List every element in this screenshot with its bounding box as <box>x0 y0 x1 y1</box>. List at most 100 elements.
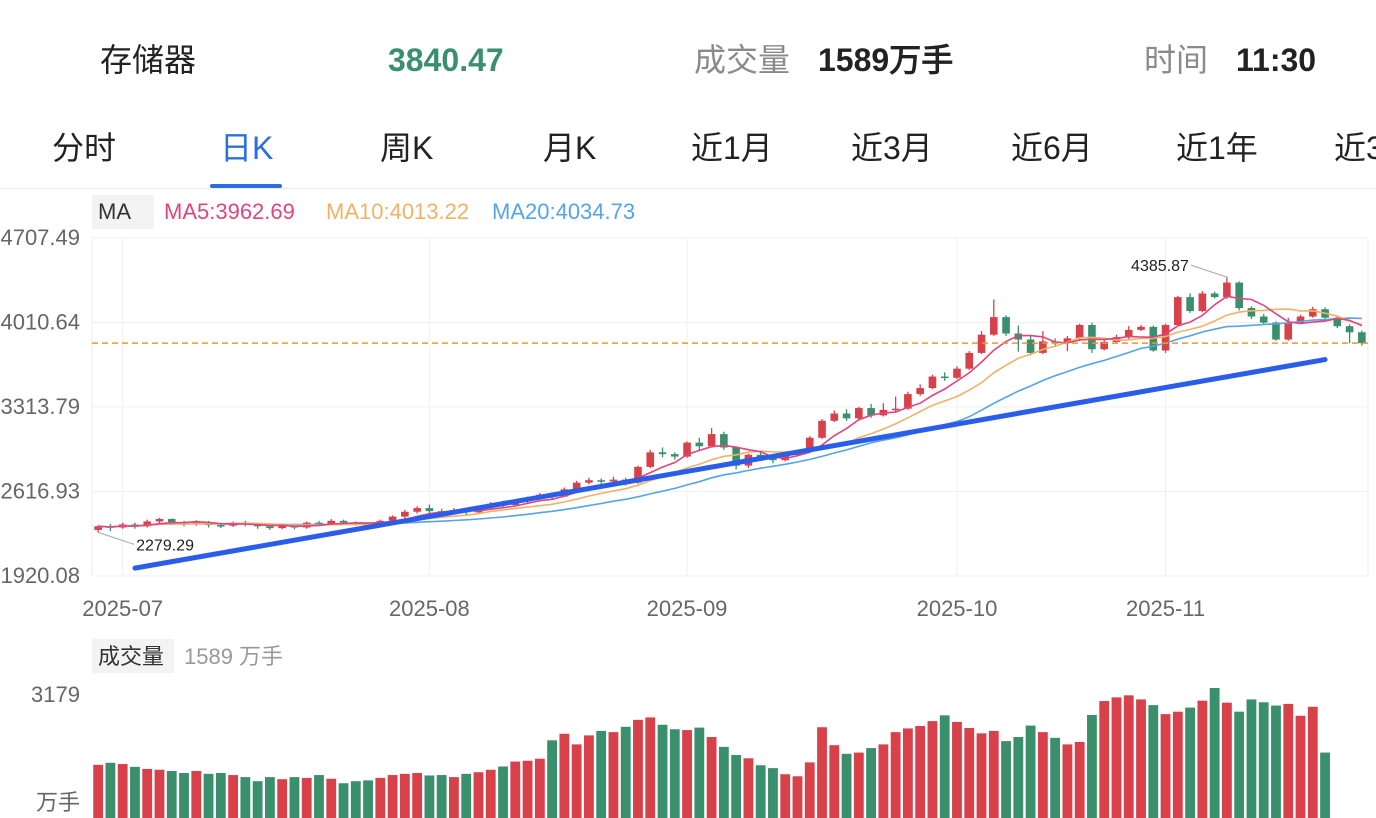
volume-bar <box>669 729 680 818</box>
volume-bar <box>215 773 226 818</box>
volume-panel-value: 1589 万手 <box>184 644 283 669</box>
candle <box>1161 323 1170 353</box>
volume-bar <box>694 727 705 818</box>
candle-body <box>1272 322 1280 340</box>
volume-bar <box>547 740 558 818</box>
tab-6-months[interactable]: 近6月 <box>1011 130 1093 166</box>
volume-bar <box>633 719 643 818</box>
active-tab-indicator <box>210 184 282 188</box>
candle-body <box>315 522 323 525</box>
tab-1-year[interactable]: 近1年 <box>1176 130 1258 166</box>
volume-bar <box>866 748 877 818</box>
candle-body <box>1100 341 1109 350</box>
candle-body <box>609 479 618 482</box>
volume-bar <box>191 770 202 818</box>
volume-bar <box>301 777 312 818</box>
candle <box>842 409 851 421</box>
price-tick-label: 4707.49 <box>0 225 80 250</box>
candle-body <box>339 520 348 523</box>
volume-max-tick: 3179 <box>31 682 80 707</box>
volume-bar <box>1062 744 1073 818</box>
volume-bar <box>1197 700 1208 818</box>
candle-body <box>646 452 655 467</box>
volume-bars <box>93 688 1330 818</box>
volume-bar <box>1013 737 1024 818</box>
tab-monthly-k[interactable]: 月K <box>543 130 597 166</box>
candlestick-series <box>94 277 1366 533</box>
price-tick-label: 1920.08 <box>0 563 80 588</box>
candle-body <box>940 376 949 379</box>
volume-bar <box>1209 688 1220 818</box>
candle-body <box>1247 308 1256 317</box>
candle <box>916 384 924 396</box>
date-axis: 2025-07 2025-08 2025-09 2025-10 2025-11 <box>82 596 1205 621</box>
time-value: 11:30 <box>1236 42 1317 78</box>
volume-bar <box>620 726 631 818</box>
tab-weekly-k[interactable]: 周K <box>380 130 434 166</box>
candle <box>1198 291 1207 313</box>
tab-1-month[interactable]: 近1月 <box>691 130 773 166</box>
candle <box>1247 306 1256 319</box>
volume-bar <box>130 766 140 818</box>
candle-body <box>155 519 164 522</box>
tab-intraday[interactable]: 分时 <box>52 130 117 166</box>
candle <box>1345 324 1354 344</box>
candle-body <box>1075 325 1084 339</box>
period-tabs: 分时 日K 周K 月K 近1月 近3月 近6月 近1年 近3 <box>0 110 1376 189</box>
candle <box>401 509 409 519</box>
volume-bar <box>1283 703 1294 818</box>
candle <box>658 447 667 458</box>
volume-bar <box>399 773 410 818</box>
volume-bar <box>743 758 754 818</box>
volume-bar <box>1185 707 1196 818</box>
candle-body <box>707 434 716 447</box>
volume-bar <box>534 758 545 818</box>
volume-bar <box>853 752 864 818</box>
candle-body <box>916 388 924 395</box>
volume-bar <box>841 753 852 818</box>
volume-bar <box>768 768 778 818</box>
candle <box>155 517 164 524</box>
tab-daily-k[interactable]: 日K <box>220 130 274 166</box>
candle-body <box>842 413 851 419</box>
tab-3-years[interactable]: 近3 <box>1334 130 1376 166</box>
candle <box>646 449 655 469</box>
ma-label: MA <box>98 199 131 224</box>
volume-bar <box>363 780 373 818</box>
price-tick-label: 2616.93 <box>0 479 80 504</box>
candle <box>670 452 679 460</box>
candle-body <box>401 511 409 517</box>
volume-bar <box>829 745 840 818</box>
candle-body <box>94 526 102 530</box>
volume-bar <box>1074 741 1085 818</box>
candle-body <box>818 420 826 438</box>
volume-bar <box>166 770 177 818</box>
volume-bar <box>142 768 153 818</box>
volume-bar <box>571 744 582 818</box>
candle <box>1137 325 1145 332</box>
candle-body <box>1039 341 1047 353</box>
volume-bar <box>338 783 349 818</box>
candle <box>891 396 900 412</box>
candle-body <box>1137 326 1145 330</box>
candle <box>989 299 998 336</box>
volume-bar <box>1234 711 1245 818</box>
candle-body <box>1333 317 1342 327</box>
tab-3-months[interactable]: 近3月 <box>851 130 933 166</box>
volume-bar <box>1111 697 1122 818</box>
candle <box>1026 335 1035 356</box>
volume-bar <box>915 725 926 818</box>
candle <box>143 519 152 528</box>
volume-bar <box>1037 732 1048 818</box>
volume-unit: 万手 <box>36 790 80 815</box>
candle-body <box>1174 297 1182 326</box>
candle-body <box>720 434 728 448</box>
kline-chart[interactable]: MA MA5:3962.69 MA10:4013.22 MA20:4034.73… <box>0 188 1376 818</box>
volume-bar <box>792 776 803 818</box>
candle-body <box>1063 338 1072 343</box>
volume-bar <box>1160 714 1171 818</box>
candle <box>720 431 728 450</box>
candle-body <box>1002 317 1010 334</box>
candle-body <box>327 520 336 524</box>
volume-bar <box>1025 725 1036 818</box>
